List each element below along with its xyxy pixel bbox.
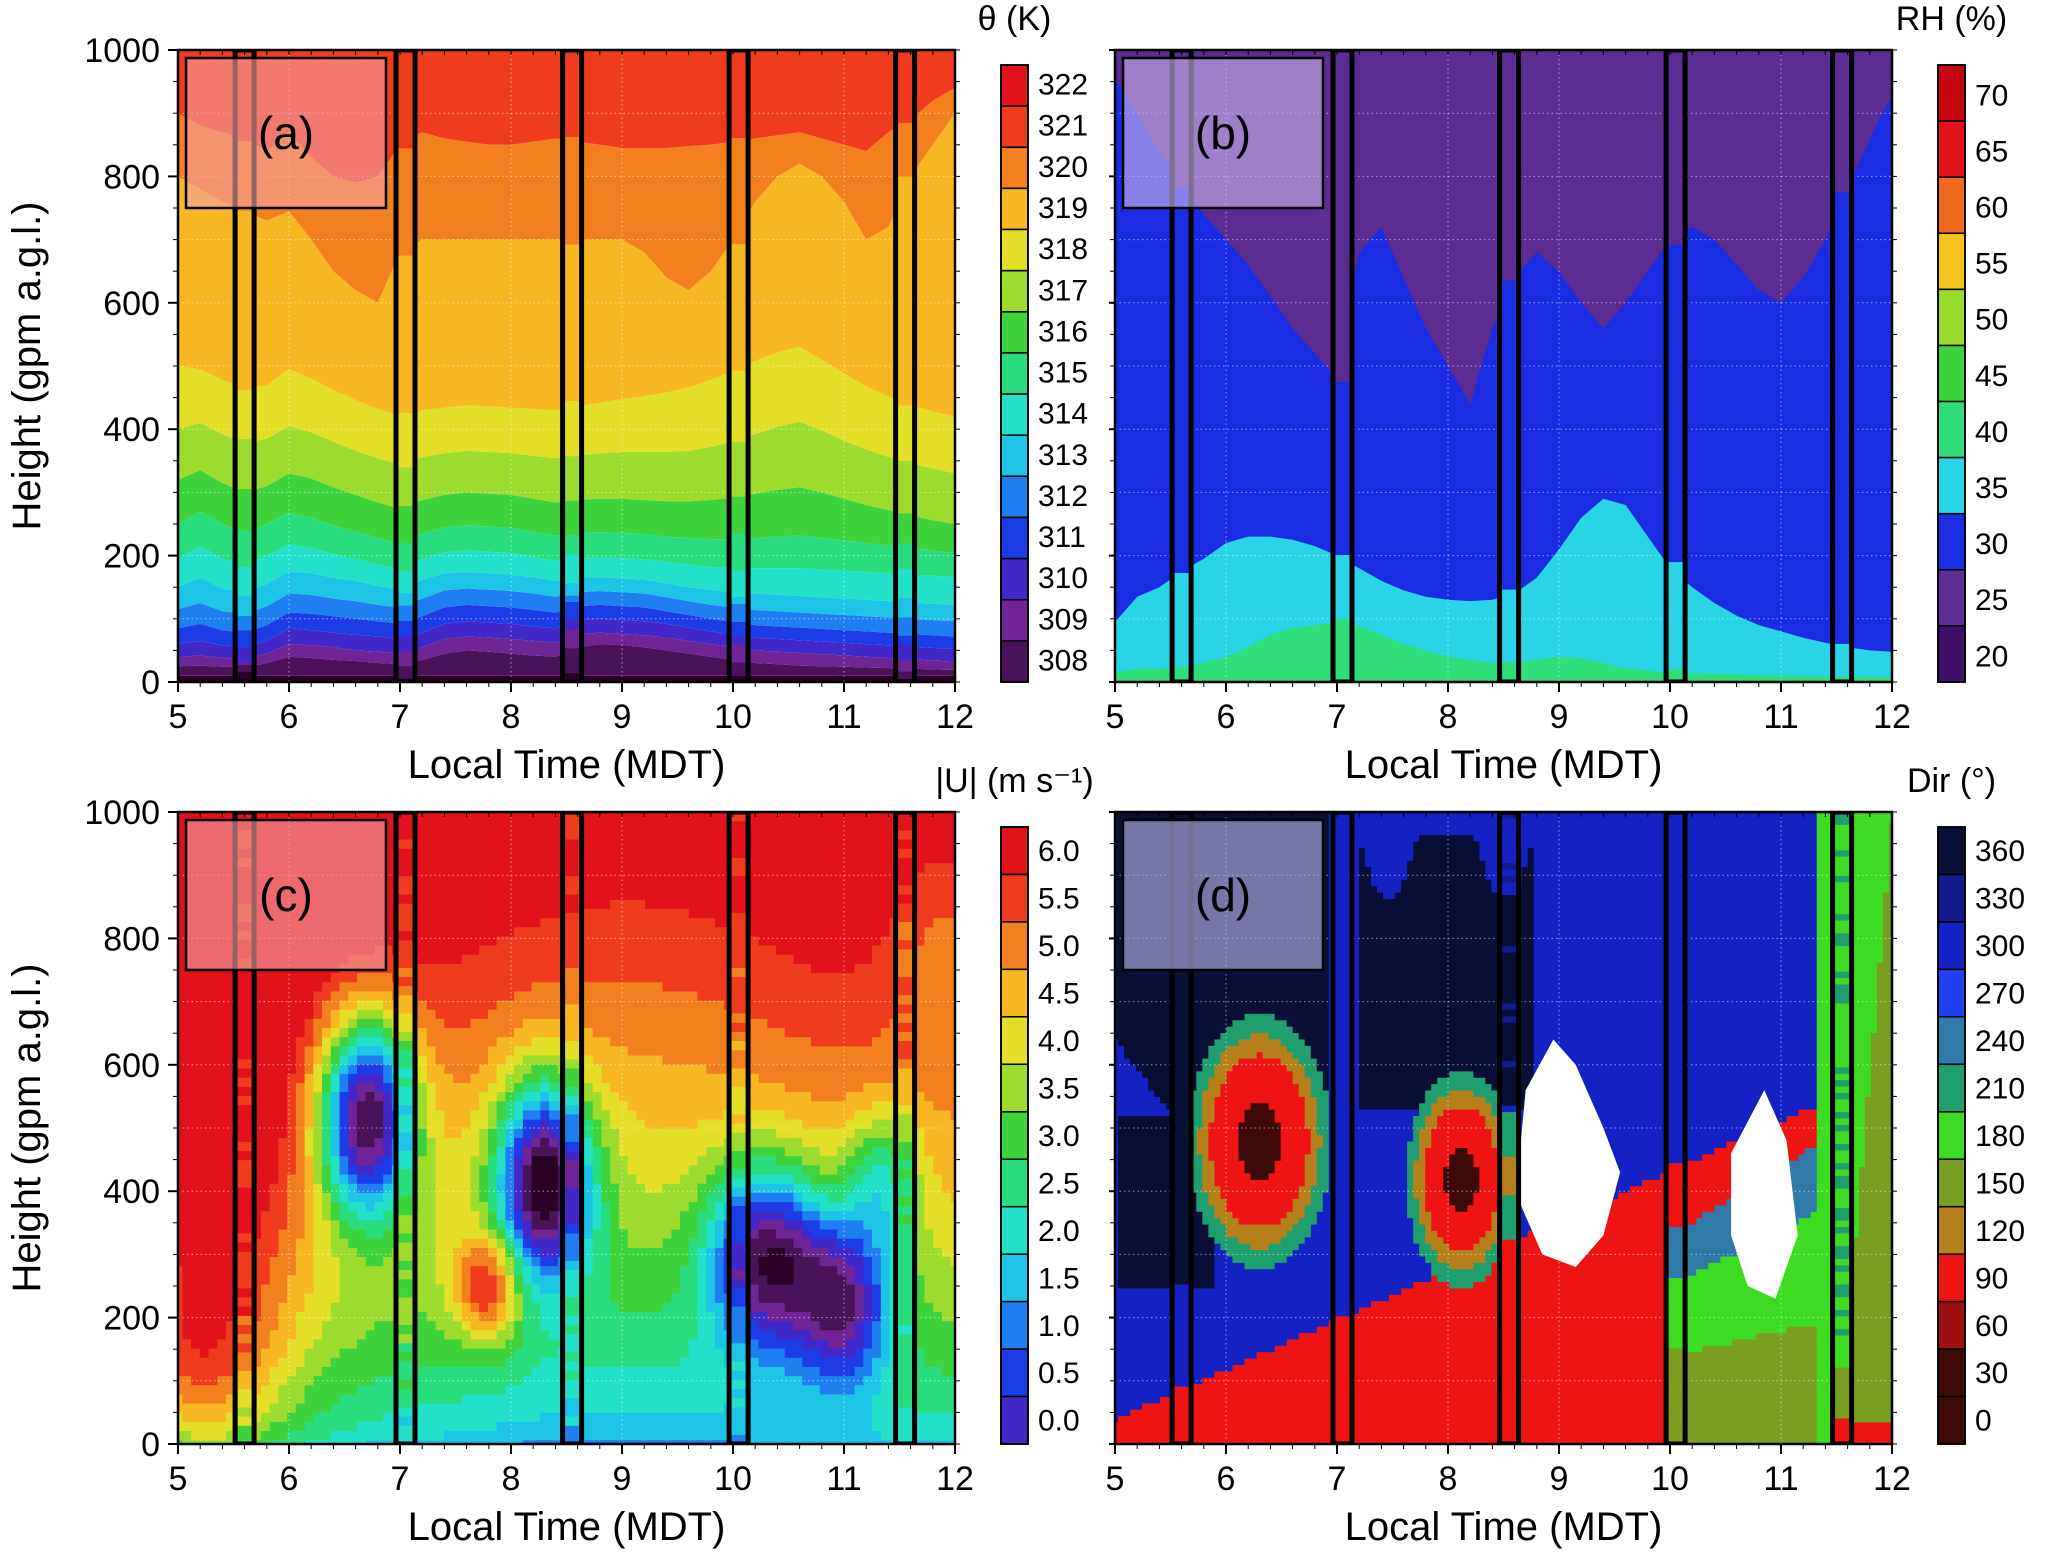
svg-text:120: 120: [1975, 1215, 2025, 1248]
svg-text:270: 270: [1975, 978, 2025, 1011]
svg-text:0: 0: [1975, 1405, 1992, 1438]
svg-text:10: 10: [1651, 1460, 1689, 1498]
svg-text:330: 330: [1975, 883, 2025, 916]
svg-text:(d): (d): [1195, 869, 1251, 921]
svg-text:9: 9: [1550, 1460, 1569, 1498]
svg-text:Local Time (MDT): Local Time (MDT): [1345, 1505, 1663, 1549]
svg-text:240: 240: [1975, 1025, 2025, 1058]
svg-text:8: 8: [1439, 1460, 1458, 1498]
svg-text:150: 150: [1975, 1167, 2025, 1200]
svg-text:5: 5: [1106, 1460, 1125, 1498]
svg-text:360: 360: [1975, 835, 2025, 868]
svg-text:12: 12: [1873, 1460, 1911, 1498]
svg-text:11: 11: [1763, 1460, 1798, 1498]
svg-text:30: 30: [1975, 1357, 2008, 1390]
svg-text:210: 210: [1975, 1073, 2025, 1106]
svg-text:60: 60: [1975, 1310, 2008, 1343]
svg-text:90: 90: [1975, 1262, 2008, 1295]
svg-text:7: 7: [1328, 1460, 1347, 1498]
svg-text:180: 180: [1975, 1120, 2025, 1153]
svg-text:300: 300: [1975, 930, 2025, 963]
svg-text:6: 6: [1217, 1460, 1236, 1498]
svg-text:Dir (°): Dir (°): [1907, 762, 1996, 800]
